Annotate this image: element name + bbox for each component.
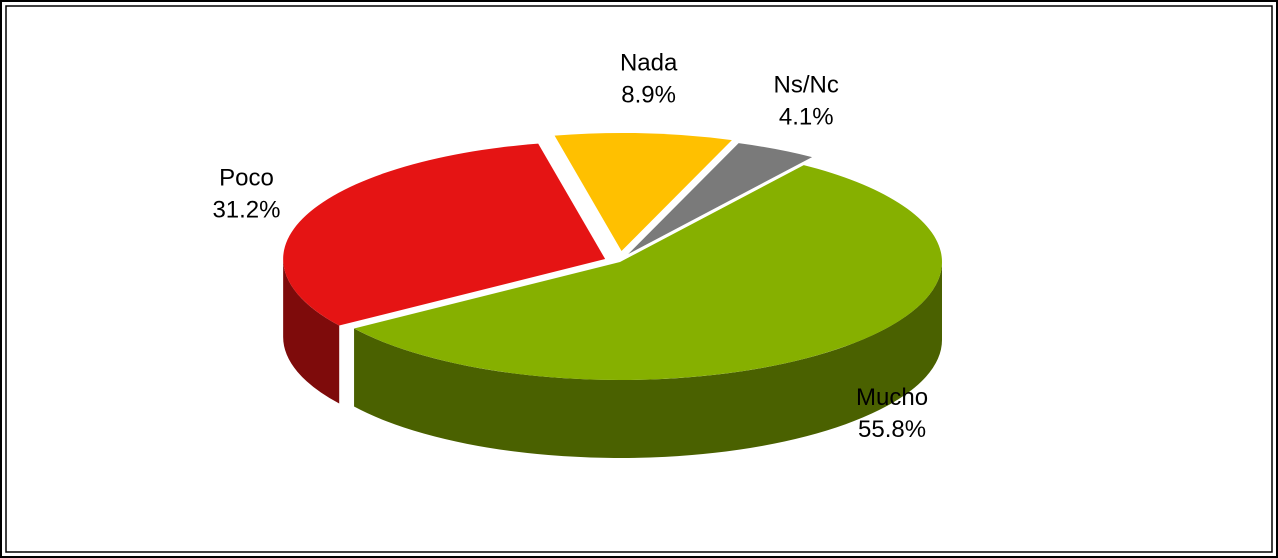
slice-label: Nada bbox=[620, 50, 678, 77]
slice-top bbox=[354, 165, 942, 380]
slice-label: Ns/Nc bbox=[774, 71, 839, 98]
slice-value-label: 4.1% bbox=[779, 103, 834, 130]
slice-value-label: 8.9% bbox=[621, 82, 676, 109]
slice-top bbox=[554, 133, 732, 252]
slice-label: Poco bbox=[219, 165, 274, 192]
slice-side bbox=[283, 259, 340, 404]
slice-top bbox=[283, 143, 606, 326]
slice-value-label: 55.8% bbox=[858, 416, 926, 443]
slice-value-label: 31.2% bbox=[212, 197, 280, 224]
inner-frame bbox=[5, 5, 1273, 553]
slice-top bbox=[628, 143, 813, 255]
slice-label: Mucho bbox=[856, 384, 928, 411]
slice-side bbox=[354, 262, 942, 458]
